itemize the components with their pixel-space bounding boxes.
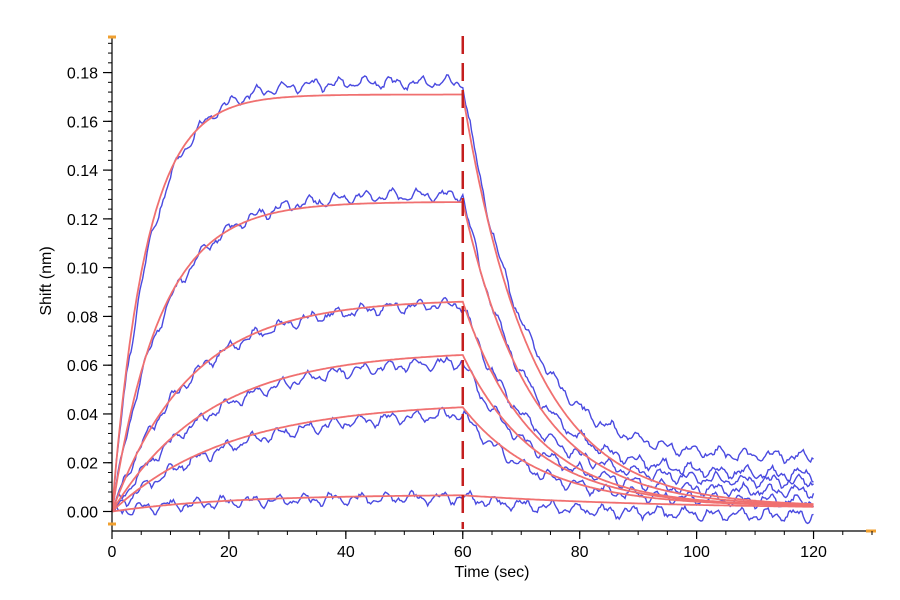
x-tick-label: 0: [108, 544, 117, 561]
x-tick-label: 120: [800, 544, 827, 561]
y-tick-label: 0.00: [67, 504, 98, 521]
x-tick-label: 100: [683, 544, 710, 561]
x-tick-label: 20: [220, 544, 238, 561]
measured-curve: [111, 186, 814, 512]
y-tick-label: 0.10: [67, 261, 98, 278]
y-tick-label: 0.06: [67, 358, 98, 375]
plot-area: [111, 36, 815, 529]
y-axis-title: Shift (nm): [38, 246, 55, 315]
x-tick-label: 60: [454, 544, 472, 561]
measured-curve: [111, 74, 814, 512]
y-tick-label: 0.18: [67, 66, 98, 83]
y-tick-label: 0.14: [67, 163, 98, 180]
fit-curve: [111, 354, 814, 512]
x-tick-label: 40: [337, 544, 355, 561]
y-tick-label: 0.02: [67, 456, 98, 473]
x-tick-label: 80: [571, 544, 589, 561]
y-tick-label: 0.12: [67, 212, 98, 229]
y-tick-label: 0.04: [67, 407, 98, 424]
y-tick-label: 0.08: [67, 309, 98, 326]
y-tick-label: 0.16: [67, 114, 98, 131]
axes: 0.00 0.02 0.04 0.06 0.08 0.10 0.12 0.14 0.16 0.18…: [67, 35, 876, 561]
measured-curve: [111, 355, 815, 512]
fit-curve: [111, 406, 814, 513]
x-axis-title: Time (sec): [455, 564, 530, 581]
